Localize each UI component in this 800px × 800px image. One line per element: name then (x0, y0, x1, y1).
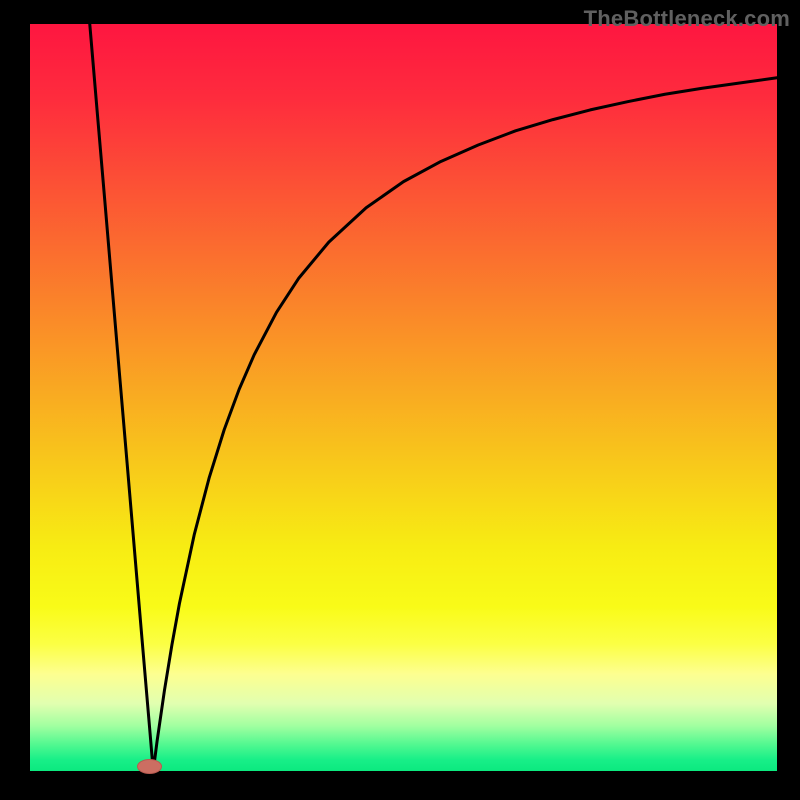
watermark-text: TheBottleneck.com (584, 6, 790, 32)
chart-svg (0, 0, 800, 800)
bottleneck-chart: TheBottleneck.com (0, 0, 800, 800)
